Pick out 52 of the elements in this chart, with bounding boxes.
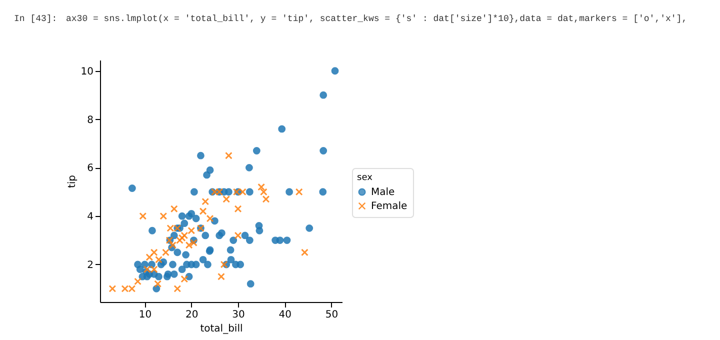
point: [170, 205, 178, 213]
point: [143, 266, 151, 274]
x-tick-label: 40: [278, 310, 292, 320]
point: [166, 224, 174, 232]
x-tick-label: 20: [186, 310, 198, 320]
point: [176, 236, 184, 244]
y-tick-label: 6: [87, 163, 94, 174]
legend-label: Male: [371, 187, 395, 198]
point: [150, 248, 158, 256]
x-tick-label: 30: [232, 310, 245, 320]
x-axis-title: total_bill: [200, 324, 243, 334]
point: [234, 232, 242, 240]
x-tick-label: 10: [138, 310, 152, 320]
point: [174, 284, 182, 292]
point: [146, 254, 154, 261]
point: [180, 232, 188, 240]
point: [202, 198, 210, 206]
point: [155, 256, 162, 264]
text: In [43]:: [14, 14, 58, 24]
text: ax30 = sns.lmplot(x = 'total_bill', y = 'tip', scatter_kws = {'s' : dat['size']*10},data = dat,markers = ['o','x'],: [66, 14, 688, 24]
y-axis-title: tip: [66, 174, 78, 188]
y-tick-label: 2: [87, 260, 94, 271]
point: [185, 241, 193, 249]
point: [206, 214, 214, 222]
point: [121, 284, 129, 292]
point: [154, 280, 162, 288]
point: [139, 212, 147, 220]
point: [180, 275, 188, 283]
point: [128, 284, 136, 292]
y-tick-label: 8: [87, 114, 94, 126]
point: [178, 234, 186, 242]
x-tick-label: 50: [325, 310, 338, 320]
point: [238, 188, 246, 196]
point: [295, 188, 303, 196]
point: [190, 239, 198, 246]
point: [108, 284, 116, 292]
point: [160, 212, 168, 220]
legend-title: sex: [357, 173, 374, 183]
point: [199, 208, 207, 215]
point: [218, 272, 225, 280]
point: [134, 278, 142, 286]
point: [162, 248, 170, 256]
point: [300, 248, 308, 256]
point: [234, 205, 242, 213]
y-tick-label: 10: [80, 66, 94, 78]
point: [150, 266, 158, 274]
y-tick-label: 4: [87, 212, 94, 223]
point: [220, 260, 228, 268]
point: [222, 195, 230, 203]
point: [224, 152, 232, 160]
point: [188, 226, 196, 234]
legend-label: Female: [371, 201, 408, 212]
